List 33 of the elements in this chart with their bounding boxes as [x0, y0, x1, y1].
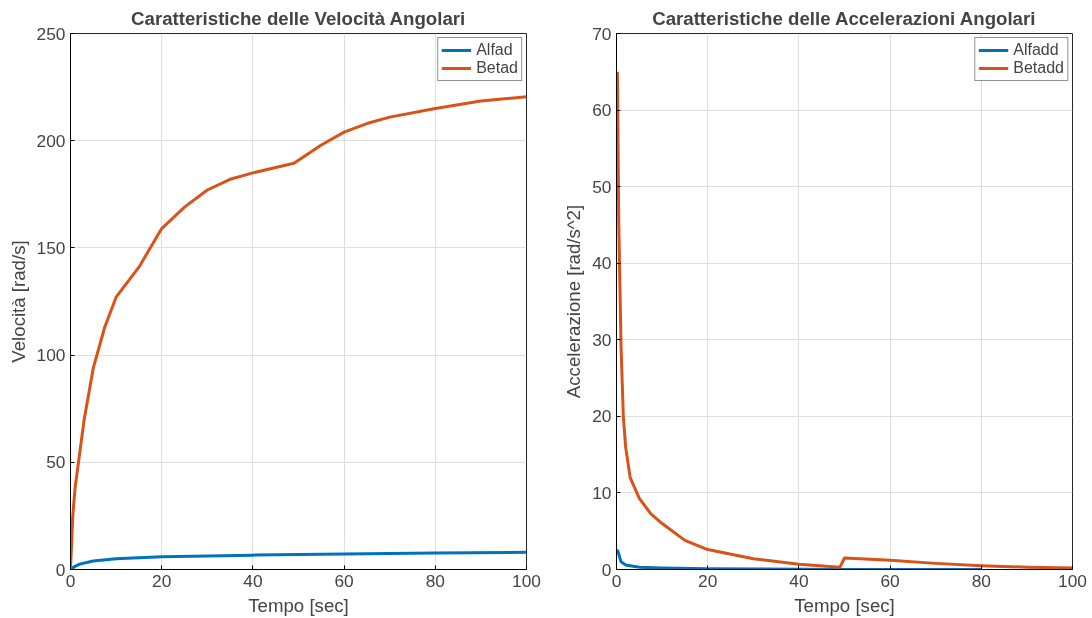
chart-title: Caratteristiche delle Velocità Angolari: [131, 7, 466, 29]
y-tick-label: 20: [592, 406, 612, 427]
y-axis-title: Accelerazione [rad/s^2]: [563, 204, 585, 399]
legend-label: Betad: [476, 59, 518, 77]
y-tick-label: 200: [36, 130, 66, 151]
legend-label: Betadd: [1013, 59, 1064, 77]
x-tick-label: 80: [425, 570, 445, 591]
line-series: [616, 548, 983, 570]
y-axis-title: Velocità [rad/s]: [7, 240, 29, 363]
x-tick-label: 100: [512, 570, 541, 591]
y-tick-label: 70: [592, 23, 612, 44]
y-tick-label: 50: [592, 176, 612, 197]
x-tick-label: 100: [1058, 570, 1087, 591]
x-tick-label: 40: [243, 570, 263, 591]
chart-title: Caratteristiche delle Accelerazioni Angolari: [652, 7, 1036, 29]
legend-label: Alfadd: [1013, 41, 1059, 59]
x-tick-label: 60: [880, 570, 900, 591]
y-tick-label: 40: [592, 253, 612, 274]
y-tick-label: 100: [36, 345, 66, 366]
y-tick-label: 60: [592, 100, 612, 121]
y-tick-label: 10: [592, 482, 612, 503]
x-tick-label: 80: [971, 570, 991, 591]
x-tick-label: 20: [698, 570, 718, 591]
x-tick-label: 60: [334, 570, 354, 591]
legend-label: Alfad: [476, 41, 513, 59]
y-tick-label: 30: [592, 329, 612, 350]
y-tick-label: 250: [36, 23, 66, 44]
x-axis-title: Tempo [sec]: [248, 594, 349, 616]
x-tick-label: 40: [789, 570, 809, 591]
x-tick-label: 20: [152, 570, 172, 591]
x-axis-title: Tempo [sec]: [794, 594, 895, 616]
y-tick-label: 150: [36, 237, 66, 258]
y-tick-label: 50: [46, 452, 66, 473]
